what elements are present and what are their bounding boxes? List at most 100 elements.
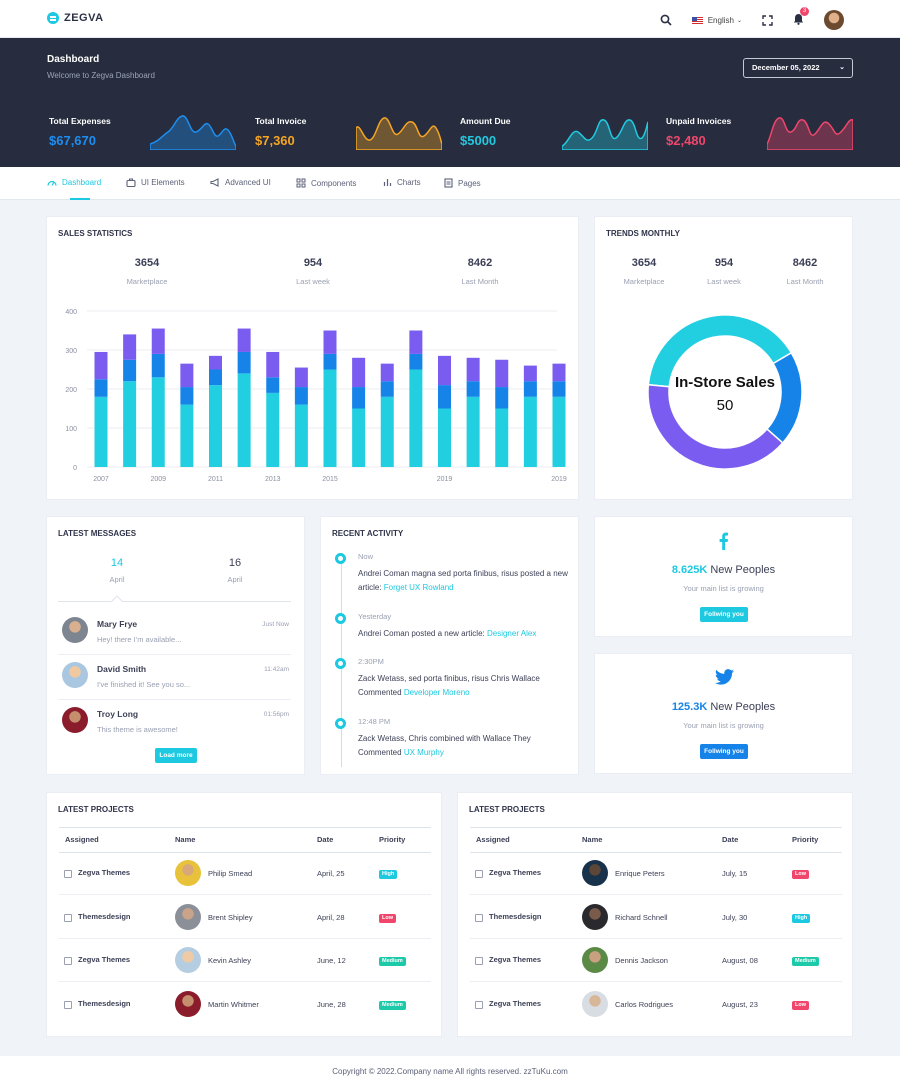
nav-label: Dashboard [62,178,102,187]
bar-segment [323,369,337,467]
table-row[interactable]: Zegva Themes Philip Smead April, 25 High [59,852,431,895]
activity-link[interactable]: Designer Alex [486,629,537,638]
row-checkbox[interactable] [64,1000,72,1009]
y-tick-label: 0 [73,465,77,472]
bar-segment [266,351,280,378]
kpi-value: 8462 [467,257,493,269]
language-selector[interactable]: English ⌄ [691,16,742,25]
load-more-button[interactable]: Load more [155,748,197,763]
activity-link[interactable]: Developer Moreno [403,688,470,697]
assignee-name: Carlos Rodrigues [615,999,673,1009]
donut-center-label: In-Store Sales [675,374,775,391]
activity-text: Andrei Coman posted a new article: Desig… [358,629,537,638]
bar-segment [466,381,480,397]
bar-segment [552,381,566,397]
bar-segment [352,408,366,467]
bar-chart-icon [383,179,392,186]
date-picker-button[interactable]: December 05, 2022 ⌄ [743,58,853,78]
activity-link[interactable]: UX Murphy [403,748,444,757]
notifications-button[interactable]: 3 [793,7,809,27]
following-button[interactable]: Follwing you [700,607,748,622]
table-row[interactable]: Zegva Themes Carlos Rodrigues August, 23 Lo… [470,983,842,1026]
bar-segment [466,396,480,467]
priority-badge: High [379,870,398,879]
assigned-team: Zegva Themes [78,955,131,964]
nav-item-advanced-ui[interactable]: Advanced UI [210,178,271,187]
nav-item-charts[interactable]: Charts [383,178,421,187]
activity-text: Andrei Coman magna sed porta finibus, ri… [358,569,568,592]
activity-link[interactable]: Forget UX Rowland [383,583,454,592]
table-row[interactable]: Zegva Themes Dennis Jackson August, 08 Medi… [470,939,842,982]
bar-segment [94,351,108,380]
stat-label: Unpaid Invoices [666,116,732,126]
nav-label: UI Elements [141,178,185,187]
nav-item-pages[interactable]: Pages [444,178,481,188]
assignee-name: Dennis Jackson [615,956,668,965]
bar-segment [94,396,108,467]
megaphone-icon [210,178,219,187]
date-tab-16[interactable]: 16 April [205,557,265,584]
bar-segment [209,369,222,386]
row-checkbox[interactable] [475,957,483,965]
nav-item-components[interactable]: Components [296,178,356,188]
avatar [175,990,201,1017]
activity-item: 12:48 PM Zack Wetass, Chris combined wit… [335,717,568,760]
date-label: December 05, 2022 [752,63,820,72]
stat-unpaid-invoices: Unpaid Invoices $2,480 [666,116,731,148]
kpi-label: Last week [296,277,330,286]
table-row[interactable]: Zegva Themes Kevin Ashley June, 12 Medium [59,939,431,982]
divider [470,827,842,828]
row-checkbox[interactable] [64,957,72,965]
user-avatar[interactable] [824,10,844,30]
search-icon[interactable] [660,14,672,26]
gauge-icon [47,180,57,186]
x-tick-label: 2007 [93,476,109,483]
table-row[interactable]: Themesdesign Martin Whitmer June, 28 Medium [59,983,431,1026]
avatar [582,947,608,973]
avatar [175,947,201,973]
date-tab-14[interactable]: 14 April [87,557,147,584]
row-checkbox[interactable] [475,870,483,878]
message-time: Just Now [262,621,289,628]
document-icon [444,178,453,188]
following-button[interactable]: Follwing you [700,744,748,759]
message-preview: Hey! there I'm available... [97,635,182,644]
bar-segment [523,381,537,397]
assignee-name: Kevin Ashley [208,956,251,965]
assignee-name: Richard Schnell [615,912,668,922]
priority-badge: Medium [379,1000,406,1010]
stat-value: $2,480 [666,133,706,148]
activity-time: Now [358,552,374,561]
message-item[interactable]: Troy Long This theme is awesome! 01:56pm [58,700,291,745]
row-checkbox[interactable] [64,913,72,922]
message-item[interactable]: David Smith I've finished it! See you so… [58,655,291,700]
date-month: April [227,575,243,584]
row-checkbox[interactable] [64,870,72,878]
priority-badge: Low [792,870,809,879]
message-sender: Troy Long [97,709,139,719]
stat-value: $5000 [460,133,497,148]
nav-item-ui-elements[interactable]: UI Elements [126,178,185,187]
kpi-label: Last week [707,277,741,286]
nav-item-dashboard[interactable]: Dashboard [47,178,101,187]
sales-bar-chart: 0 100 200 300 400 2007 2009 2011 2013 2015 2019 201… [65,309,567,483]
message-preview: I've finished it! See you so... [97,680,191,689]
table-row[interactable]: Themesdesign Richard Schnell July, 30 High [470,896,842,939]
table-row[interactable]: Themesdesign Brent Shipley April, 28 Low [59,896,431,939]
stat-value: $67,670 [49,133,96,148]
table-row[interactable]: Zegva Themes Enrique Peters July, 15 Low [470,852,842,895]
donut-slice [647,383,784,470]
activity-text: Zack Wetass, sed porta finibus, risus Ch… [358,674,540,697]
column-header: Date [722,835,739,844]
message-item[interactable]: Mary Frye Hey! there I'm available... Ju… [58,610,291,655]
brand-logo[interactable]: ZEGVA [47,12,104,24]
fullscreen-icon[interactable] [762,14,773,26]
row-checkbox[interactable] [475,1000,483,1009]
bar-segment [123,334,137,360]
bar-segment [237,373,251,467]
y-tick-label: 300 [65,348,77,355]
row-checkbox[interactable] [475,913,483,922]
bar-segment [380,381,394,397]
message-sender: Mary Frye [97,619,138,629]
latest-projects-card-right: LATEST PROJECTS Assigned Name Date Prior… [457,792,853,1037]
